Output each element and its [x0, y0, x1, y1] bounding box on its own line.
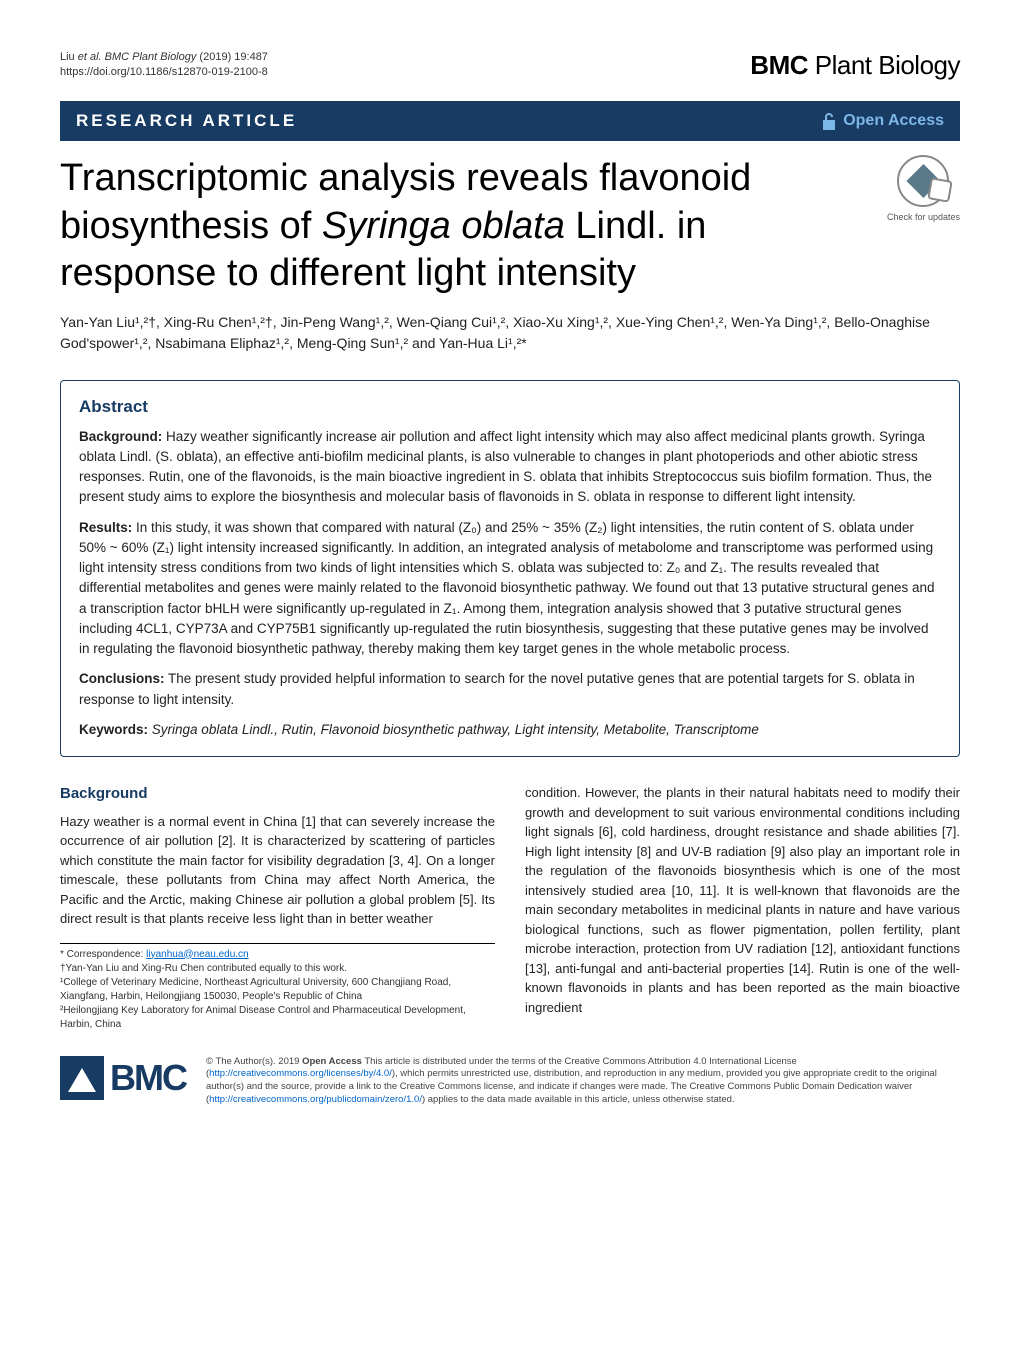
abstract-heading: Abstract	[79, 397, 941, 417]
citation-suffix: (2019) 19:487	[196, 51, 268, 63]
results-label: Results:	[79, 520, 132, 535]
bmc-logo: BMC	[60, 1056, 186, 1100]
header-row: Liu et al. BMC Plant Biology (2019) 19:4…	[60, 50, 960, 81]
article-type: RESEARCH ARTICLE	[76, 111, 297, 131]
abstract-box: Abstract Background: Hazy weather signif…	[60, 380, 960, 758]
title-line2-post: Lindl. in	[565, 205, 707, 247]
citation-italic: et al. BMC Plant Biology	[78, 51, 197, 63]
open-access-badge: Open Access	[821, 112, 944, 130]
right-body-text: condition. However, the plants in their …	[525, 783, 960, 1017]
article-title: Transcriptomic analysis reveals flavonoi…	[60, 155, 867, 298]
bmc-text: BMC	[110, 1057, 186, 1099]
license-text: © The Author(s). 2019 Open Access This a…	[206, 1056, 960, 1107]
footnotes: * Correspondence: liyanhua@neau.edu.cn †…	[60, 943, 495, 1032]
correspondence-label: * Correspondence:	[60, 949, 146, 960]
check-updates-badge[interactable]: Check for updates	[887, 155, 960, 223]
doi-line: https://doi.org/10.1186/s12870-019-2100-…	[60, 65, 268, 80]
title-row: Transcriptomic analysis reveals flavonoi…	[60, 155, 960, 298]
correspondence-email[interactable]: liyanhua@neau.edu.cn	[146, 949, 248, 960]
journal-logo: BMC Plant Biology	[750, 50, 960, 81]
license-row: BMC © The Author(s). 2019 Open Access Th…	[60, 1056, 960, 1107]
background-section-heading: Background	[60, 783, 495, 806]
abstract-background: Background: Hazy weather significantly i…	[79, 427, 941, 508]
citation-block: Liu et al. BMC Plant Biology (2019) 19:4…	[60, 50, 268, 81]
conclusions-label: Conclusions:	[79, 671, 165, 686]
authors-list: Yan-Yan Liu¹,²†, Xing-Ru Chen¹,²†, Jin-P…	[60, 312, 960, 354]
journal-rest: Plant Biology	[808, 50, 960, 80]
conclusions-text: The present study provided helpful infor…	[79, 671, 915, 706]
license-link-2[interactable]: http://creativecommons.org/publicdomain/…	[209, 1094, 422, 1105]
journal-bold: BMC	[750, 50, 808, 80]
license-end: ) applies to the data made available in …	[422, 1094, 735, 1105]
background-text: Hazy weather significantly increase air …	[79, 429, 932, 505]
abstract-conclusions: Conclusions: The present study provided …	[79, 669, 941, 710]
title-line3: response to different light intensity	[60, 252, 636, 294]
affiliation-1: ¹College of Veterinary Medicine, Northea…	[60, 976, 495, 1004]
title-line1: Transcriptomic analysis reveals flavonoi…	[60, 157, 751, 199]
left-column: Background Hazy weather is a normal even…	[60, 783, 495, 1032]
license-open-access: Open Access	[302, 1056, 362, 1067]
affiliation-2: ²Heilongjiang Key Laboratory for Animal …	[60, 1004, 495, 1032]
keywords-label: Keywords:	[79, 722, 148, 737]
background-label: Background:	[79, 429, 162, 444]
left-body-text: Hazy weather is a normal event in China …	[60, 812, 495, 929]
check-updates-text: Check for updates	[887, 212, 960, 223]
license-pre: © The Author(s). 2019	[206, 1056, 302, 1067]
license-link-1[interactable]: http://creativecommons.org/licenses/by/4…	[209, 1068, 392, 1079]
body-columns: Background Hazy weather is a normal even…	[60, 783, 960, 1032]
crossmark-icon	[897, 155, 949, 207]
equal-contribution: †Yan-Yan Liu and Xing-Ru Chen contribute…	[60, 962, 495, 976]
results-text: In this study, it was shown that compare…	[79, 520, 935, 657]
bmc-square-icon	[60, 1056, 104, 1100]
right-column: condition. However, the plants in their …	[525, 783, 960, 1032]
abstract-results: Results: In this study, it was shown tha…	[79, 518, 941, 660]
citation-prefix: Liu	[60, 51, 78, 63]
keywords-text: Syringa oblata Lindl., Rutin, Flavonoid …	[148, 722, 759, 737]
abstract-keywords: Keywords: Syringa oblata Lindl., Rutin, …	[79, 720, 941, 740]
unlock-icon	[821, 112, 837, 130]
article-type-banner: RESEARCH ARTICLE Open Access	[60, 101, 960, 141]
open-access-text: Open Access	[843, 112, 944, 130]
title-line2-pre: biosynthesis of	[60, 205, 322, 247]
title-species: Syringa oblata	[322, 205, 565, 247]
